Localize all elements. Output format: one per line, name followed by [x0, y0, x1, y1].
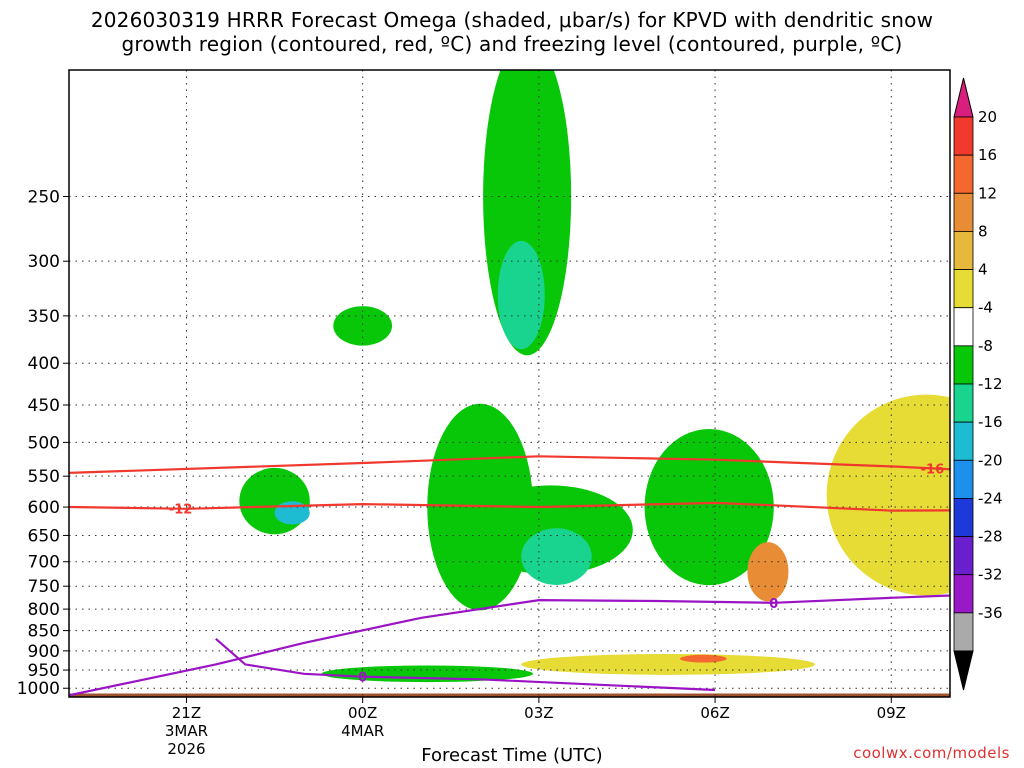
- y-tick-label-1000: 1000: [17, 679, 60, 699]
- y-tick-label-600: 600: [28, 498, 60, 518]
- y-tick-label-900: 900: [28, 642, 60, 662]
- x-tick-label-0-2: 2026: [167, 740, 205, 758]
- x-tick-label-0-0: 21Z: [172, 704, 201, 722]
- omega-region-9: [497, 240, 545, 350]
- omega-region-12: [747, 542, 789, 602]
- contour-label-0: -16: [921, 462, 945, 477]
- x-tick-label-3-0: 06Z: [700, 704, 729, 722]
- y-tick-label-300: 300: [28, 252, 60, 272]
- colorbar-band-7: [953, 383, 974, 423]
- y-tick-label-850: 850: [28, 622, 60, 642]
- contour-label-1: -12: [169, 503, 193, 518]
- omega-region-2: [333, 306, 393, 346]
- colorbar-label-4: 4: [978, 261, 988, 279]
- credit-text[interactable]: coolwx.com/models: [853, 744, 1010, 762]
- y-tick-label-650: 650: [28, 526, 60, 546]
- colorbar-band-11: [953, 536, 974, 576]
- colorbar-band-12: [953, 574, 974, 614]
- colorbar-label-7: -12: [978, 375, 1003, 393]
- colorbar-label-5: -4: [978, 299, 993, 317]
- y-tick-label-450: 450: [28, 396, 60, 416]
- colorbar-label-3: 8: [978, 222, 988, 240]
- contour-line-2: [69, 594, 950, 697]
- y-tick-label-350: 350: [28, 307, 60, 327]
- colorbar-label-0: 20: [978, 108, 997, 126]
- contour-label-2: 0: [769, 597, 778, 612]
- y-tick-label-500: 500: [28, 433, 60, 453]
- colorbar-label-6: -8: [978, 337, 993, 355]
- colorbar-label-9: -20: [978, 451, 1003, 469]
- x-tick-label-4-0: 09Z: [877, 704, 906, 722]
- colorbar-label-1: 16: [978, 146, 997, 164]
- x-tick-label-2-0: 03Z: [524, 704, 553, 722]
- y-tick-label-700: 700: [28, 553, 60, 573]
- y-tick-label-750: 750: [28, 577, 60, 597]
- plot-frame: [68, 69, 951, 698]
- colorbar-band-9: [953, 459, 974, 499]
- chart-title-line-1: 2026030319 HRRR Forecast Omega (shaded, …: [90, 8, 934, 32]
- contour-label-3: 0: [358, 671, 367, 686]
- chart-title-line-2: growth region (contoured, red, ºC) and f…: [121, 32, 903, 56]
- x-axis-label: Forecast Time (UTC): [421, 745, 603, 766]
- omega-region-6: [644, 428, 774, 586]
- colorbar-band-2: [953, 192, 974, 232]
- colorbar-label-13: -36: [978, 604, 1003, 622]
- colorbar-band-10: [953, 498, 974, 537]
- y-tick-label-550: 550: [28, 467, 60, 487]
- colorbar-label-11: -28: [978, 528, 1003, 546]
- contour-line-0: [69, 455, 950, 474]
- colorbar-band-3: [953, 231, 974, 270]
- omega-region-7: [826, 394, 950, 596]
- omega-region-8: [521, 653, 815, 675]
- x-tick-label-1-1: 4MAR: [341, 722, 384, 740]
- colorbar-band-4: [953, 269, 974, 309]
- ground-strip: [69, 693, 950, 697]
- contour-line-1: [69, 501, 950, 512]
- colorbar-band-8: [953, 421, 974, 461]
- y-tick-label-400: 400: [28, 354, 60, 374]
- colorbar-label-8: -16: [978, 413, 1003, 431]
- colorbar-top-arrow: [953, 77, 974, 118]
- colorbar-band-1: [953, 154, 974, 194]
- colorbar-label-10: -24: [978, 489, 1003, 507]
- x-tick-label-1-0: 00Z: [348, 704, 377, 722]
- colorbar-label-12: -32: [978, 566, 1003, 584]
- colorbar-band-13: [953, 612, 974, 652]
- colorbar-label-2: 12: [978, 184, 997, 202]
- y-tick-label-800: 800: [28, 600, 60, 620]
- x-tick-label-0-1: 3MAR: [165, 722, 208, 740]
- colorbar-bottom-arrow: [953, 650, 974, 691]
- contour-line-3: [215, 637, 716, 692]
- y-tick-label-950: 950: [28, 661, 60, 681]
- omega-region-13: [679, 654, 727, 663]
- y-tick-label-250: 250: [28, 188, 60, 208]
- omega-region-10: [521, 528, 592, 585]
- colorbar-band-0: [953, 116, 974, 156]
- colorbar-band-5: [953, 307, 974, 347]
- omega-region-4: [239, 467, 310, 535]
- colorbar-band-6: [953, 345, 974, 385]
